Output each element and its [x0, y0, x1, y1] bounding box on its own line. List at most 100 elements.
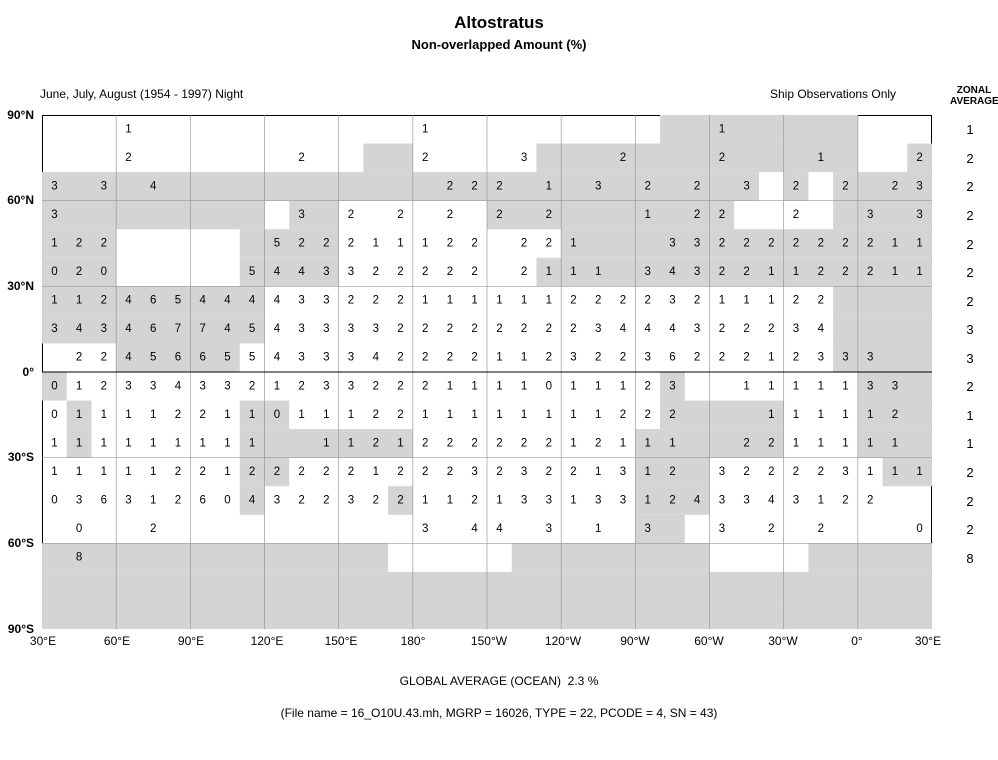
svg-text:6: 6 [669, 351, 675, 363]
svg-text:2: 2 [792, 237, 798, 249]
svg-text:3: 3 [916, 209, 922, 221]
svg-text:2: 2 [521, 323, 527, 335]
svg-text:4: 4 [273, 323, 280, 335]
svg-text:2: 2 [619, 408, 625, 420]
svg-text:3: 3 [521, 466, 527, 478]
svg-text:2: 2 [817, 266, 823, 278]
svg-text:2: 2 [842, 237, 848, 249]
svg-text:3: 3 [273, 494, 279, 506]
svg-text:5: 5 [174, 294, 180, 306]
svg-text:2: 2 [422, 466, 428, 478]
svg-text:2: 2 [372, 266, 378, 278]
svg-text:2: 2 [792, 209, 798, 221]
svg-text:1: 1 [545, 294, 551, 306]
svg-text:2: 2 [471, 351, 477, 363]
svg-text:2: 2 [743, 237, 749, 249]
svg-text:2: 2 [867, 237, 873, 249]
svg-text:2: 2 [323, 237, 329, 249]
svg-text:0: 0 [545, 380, 551, 392]
svg-text:3: 3 [867, 380, 873, 392]
svg-text:2: 2 [842, 494, 848, 506]
svg-text:3: 3 [150, 380, 156, 392]
svg-text:2: 2 [471, 437, 477, 449]
svg-text:2: 2 [619, 351, 625, 363]
svg-text:3: 3 [372, 323, 378, 335]
svg-text:5: 5 [249, 323, 255, 335]
svg-text:1: 1 [521, 380, 527, 392]
svg-text:2: 2 [76, 266, 82, 278]
svg-text:2: 2 [372, 494, 378, 506]
svg-text:2: 2 [718, 323, 724, 335]
svg-text:2: 2 [199, 466, 205, 478]
svg-text:2: 2 [298, 237, 304, 249]
svg-text:2: 2 [372, 408, 378, 420]
svg-text:4: 4 [768, 494, 775, 506]
svg-text:1: 1 [125, 123, 131, 135]
svg-text:2: 2 [694, 294, 700, 306]
svg-text:1: 1 [249, 408, 255, 420]
svg-text:2: 2 [867, 494, 873, 506]
svg-text:1: 1 [100, 408, 106, 420]
svg-text:1: 1 [743, 294, 749, 306]
svg-text:2: 2 [496, 180, 502, 192]
svg-text:1: 1 [125, 466, 131, 478]
svg-text:2: 2 [422, 437, 428, 449]
svg-text:3: 3 [718, 494, 724, 506]
svg-text:2: 2 [100, 294, 106, 306]
svg-text:0: 0 [51, 408, 57, 420]
svg-text:8: 8 [76, 551, 82, 563]
svg-text:3: 3 [867, 209, 873, 221]
svg-text:4: 4 [125, 323, 132, 335]
svg-text:3: 3 [323, 266, 329, 278]
svg-text:1: 1 [521, 294, 527, 306]
svg-text:2: 2 [867, 266, 873, 278]
svg-text:2: 2 [347, 466, 353, 478]
svg-text:3: 3 [125, 494, 131, 506]
svg-text:2: 2 [792, 351, 798, 363]
svg-text:2: 2 [496, 466, 502, 478]
svg-text:1: 1 [76, 380, 82, 392]
svg-text:3: 3 [619, 494, 625, 506]
svg-text:2: 2 [891, 408, 897, 420]
svg-text:3: 3 [743, 494, 749, 506]
svg-text:2: 2 [718, 237, 724, 249]
svg-text:1: 1 [595, 380, 601, 392]
svg-text:4: 4 [150, 180, 157, 192]
svg-text:1: 1 [842, 380, 848, 392]
svg-text:3: 3 [347, 266, 353, 278]
svg-text:2: 2 [347, 294, 353, 306]
svg-text:3: 3 [323, 323, 329, 335]
svg-text:3: 3 [842, 466, 848, 478]
svg-text:6: 6 [199, 351, 205, 363]
svg-text:3: 3 [347, 323, 353, 335]
svg-text:2: 2 [817, 523, 823, 535]
svg-text:2: 2 [644, 408, 650, 420]
svg-text:2: 2 [150, 523, 156, 535]
svg-text:2: 2 [792, 180, 798, 192]
svg-text:1: 1 [545, 180, 551, 192]
svg-text:1: 1 [619, 437, 625, 449]
svg-text:2: 2 [669, 494, 675, 506]
svg-text:1: 1 [397, 237, 403, 249]
svg-text:1: 1 [249, 437, 255, 449]
svg-text:2: 2 [644, 180, 650, 192]
svg-text:2: 2 [595, 351, 601, 363]
svg-text:3: 3 [51, 180, 57, 192]
svg-text:3: 3 [694, 237, 700, 249]
svg-text:2: 2 [446, 437, 452, 449]
svg-text:3: 3 [347, 351, 353, 363]
svg-text:1: 1 [150, 437, 156, 449]
svg-text:2: 2 [694, 351, 700, 363]
svg-text:1: 1 [916, 237, 922, 249]
svg-text:3: 3 [521, 494, 527, 506]
svg-text:2: 2 [422, 351, 428, 363]
svg-text:2: 2 [422, 266, 428, 278]
svg-text:2: 2 [768, 523, 774, 535]
svg-text:3: 3 [669, 237, 675, 249]
svg-text:2: 2 [397, 466, 403, 478]
svg-text:1: 1 [471, 294, 477, 306]
svg-text:4: 4 [273, 351, 280, 363]
svg-text:2: 2 [521, 437, 527, 449]
svg-text:1: 1 [817, 380, 823, 392]
svg-text:0: 0 [51, 380, 57, 392]
